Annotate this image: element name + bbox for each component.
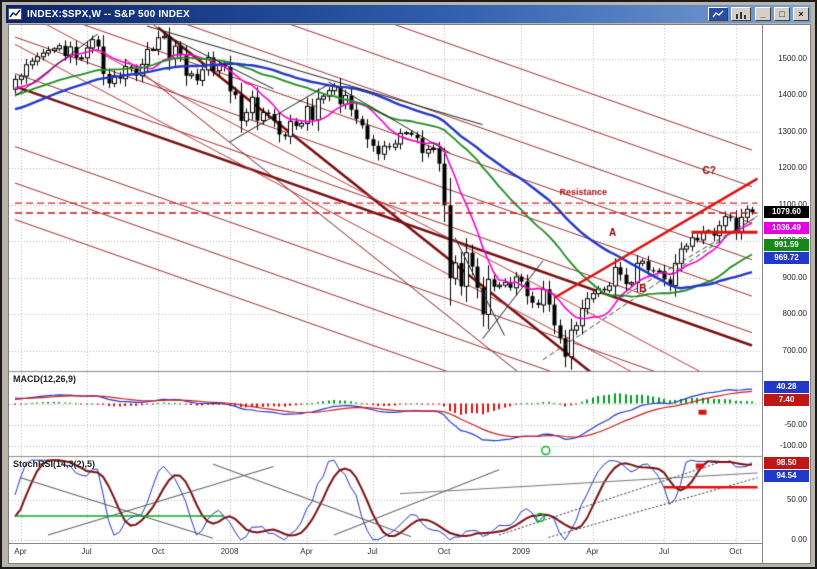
price-badge: 1036.49 [764, 222, 809, 235]
x-axis-label: Oct [151, 547, 165, 556]
columns-tool-button[interactable] [731, 7, 751, 21]
axis-tick-label: 1400.00 [778, 90, 807, 100]
minimize-button[interactable]: _ [755, 7, 771, 21]
price-badge: 7.40 [764, 394, 809, 407]
price-badge: 40.28 [764, 380, 809, 393]
axis-tick-label: -50.00 [784, 419, 807, 429]
price-badge: 991.59 [764, 238, 809, 251]
x-axis-label: Jul [658, 547, 670, 556]
axis-tick-label: 1100.00 [778, 199, 807, 209]
x-axis-label: 2008 [220, 547, 239, 556]
x-axis-label: Jul [81, 547, 92, 556]
price-badge: 1079.60 [764, 206, 809, 219]
price-badge: 94.54 [764, 470, 809, 482]
x-axis-label: Oct [729, 547, 742, 556]
x-axis-label: Oct [437, 547, 451, 556]
axis-tick-label: -100.00 [779, 440, 807, 450]
macd-pane-label: MACD(12,26,9) [13, 374, 77, 384]
x-axis-label: Apr [586, 547, 599, 556]
x-axis-label: Jul [367, 547, 378, 556]
trend-line-tool-button[interactable] [708, 7, 728, 21]
axis-tick-label: 900.00 [782, 272, 807, 282]
close-button[interactable]: × [793, 7, 809, 21]
price-axis: 1500.001400.001300.001200.001100.001000.… [762, 25, 810, 563]
axis-tick-label: 50.00 [786, 495, 807, 504]
title-bar[interactable]: INDEX:$SPX,W -- S&P 500 INDEX _ □ × [6, 5, 811, 23]
stoch-pane-label: StochRSI(14,3(2),5) [13, 459, 96, 469]
price-badge: 969.72 [764, 251, 809, 264]
columns-icon [736, 11, 746, 19]
trend-line-icon [712, 10, 724, 17]
axis-tick-label: 800.00 [782, 309, 807, 319]
window-title: INDEX:$SPX,W -- S&P 500 INDEX [27, 8, 190, 20]
axis-tick-label: 1200.00 [778, 163, 807, 173]
chart-icon [9, 9, 21, 18]
price-chart-canvas[interactable] [9, 25, 762, 543]
axis-tick-label: 1300.00 [778, 126, 807, 136]
chart-area: MACD(12,26,9) StochRSI(14,3(2),5) 1500.0… [8, 24, 811, 564]
x-axis-label: Apr [300, 547, 313, 556]
time-axis: Apr Jul Oct 2008 Apr Jul Oct 2009 Apr Jul Oct [9, 543, 762, 563]
x-axis-label: 2009 [512, 547, 530, 556]
maximize-button[interactable]: □ [774, 7, 790, 21]
price-badge: 98.50 [764, 457, 809, 469]
axis-tick-label: 0.00 [791, 534, 807, 544]
axis-tick-label: 700.00 [782, 345, 807, 355]
x-axis-label: Apr [14, 547, 27, 556]
axis-tick-label: 1500.00 [778, 53, 807, 63]
app-icon [8, 8, 22, 20]
